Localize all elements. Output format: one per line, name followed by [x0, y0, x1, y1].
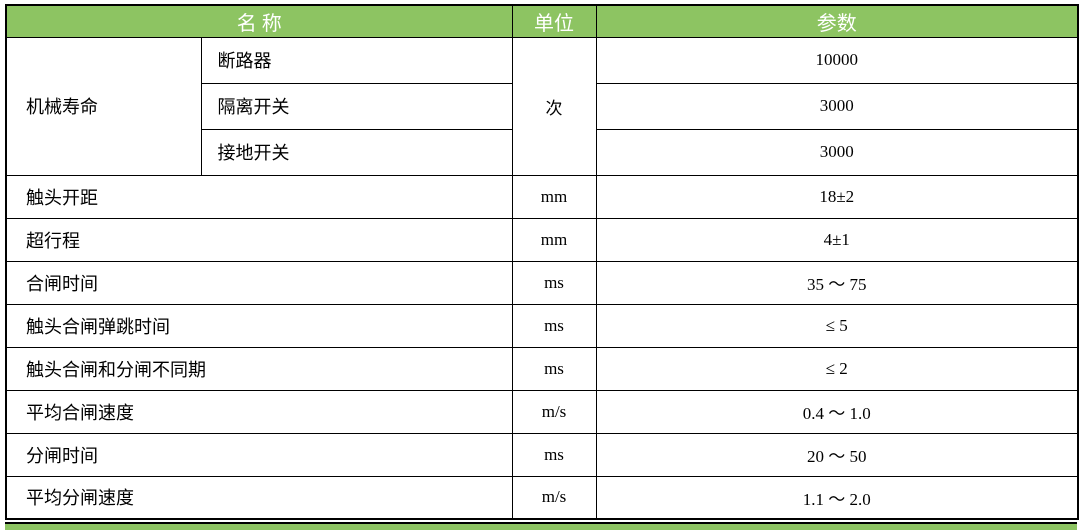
unit-cell: ms [511, 346, 597, 391]
param-cell: ≤ 5 [595, 303, 1079, 348]
unit-cell: m/s [511, 389, 597, 434]
unit-cell: 次 [511, 36, 597, 176]
param-cell: 3000 [595, 82, 1079, 130]
name-cell: 平均分闸速度 [5, 475, 513, 520]
name-cell: 触头合闸弹跳时间 [5, 303, 513, 348]
table-row: 合闸时间 ms 35 ～ 75 [5, 260, 1079, 305]
name-cell: 触头开距 [5, 174, 513, 219]
table-row: 分闸时间 ms 20 ～ 50 [5, 432, 1079, 477]
header-name: 名 称 [5, 4, 513, 38]
table-row: 隔离开关 3000 [6, 82, 1079, 130]
sub-name-cell: 隔离开关 [200, 82, 513, 130]
name-cell: 超行程 [5, 217, 513, 262]
param-cell: 3000 [595, 128, 1079, 176]
mech-life-label-cell: 机械寿命 [5, 36, 202, 176]
table-row: 触头开距 mm 18±2 [5, 174, 1079, 219]
name-cell: 触头合闸和分闸不同期 [5, 346, 513, 391]
unit-cell: ms [511, 432, 597, 477]
param-cell: 4±1 [595, 217, 1079, 262]
param-cell: ≤ 2 [595, 346, 1079, 391]
param-cell: 35 ～ 75 [595, 260, 1079, 305]
table-row: 平均分闸速度 m/s 1.1 ～ 2.0 [5, 475, 1079, 520]
name-cell: 合闸时间 [5, 260, 513, 305]
unit-cell: ms [511, 260, 597, 305]
param-cell: 10000 [595, 36, 1079, 84]
param-cell: 18±2 [595, 174, 1079, 219]
param-cell: 1.1 ～ 2.0 [595, 475, 1079, 520]
param-cell: 20 ～ 50 [595, 432, 1079, 477]
sub-name-cell: 接地开关 [200, 128, 513, 176]
spec-table: 名 称 单位 参数 机械寿命 断路器 次 10000 隔离开关 3000 接地开… [5, 4, 1079, 520]
table-row: 超行程 mm 4±1 [5, 217, 1079, 262]
unit-cell: mm [511, 174, 597, 219]
next-table-row-strip [5, 522, 1077, 530]
header-row: 名 称 单位 参数 [5, 4, 1079, 38]
name-cell: 分闸时间 [5, 432, 513, 477]
table-row: 机械寿命 断路器 次 10000 [5, 36, 1079, 176]
header-unit: 单位 [511, 4, 597, 38]
sub-name-cell: 断路器 [200, 36, 513, 84]
unit-cell: m/s [511, 475, 597, 520]
table-row: 触头合闸和分闸不同期 ms ≤ 2 [5, 346, 1079, 391]
table-row: 接地开关 3000 [6, 128, 1079, 176]
unit-cell: mm [511, 217, 597, 262]
table-row: 触头合闸弹跳时间 ms ≤ 5 [5, 303, 1079, 348]
name-cell: 平均合闸速度 [5, 389, 513, 434]
param-cell: 0.4 ～ 1.0 [595, 389, 1079, 434]
table-row: 平均合闸速度 m/s 0.4 ～ 1.0 [5, 389, 1079, 434]
header-param: 参数 [595, 4, 1079, 38]
unit-cell: ms [511, 303, 597, 348]
